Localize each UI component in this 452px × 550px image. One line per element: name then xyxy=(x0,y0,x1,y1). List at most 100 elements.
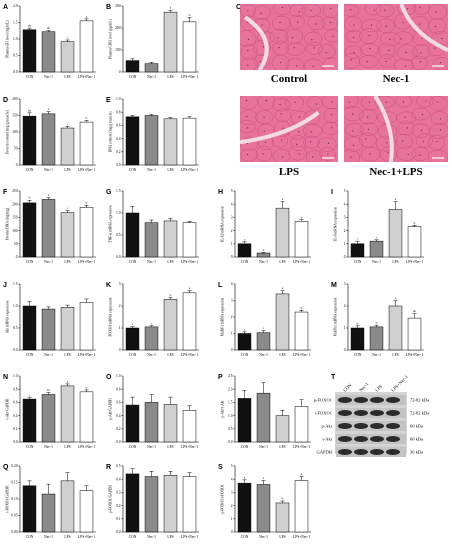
muscle-fibre xyxy=(429,96,448,111)
muscle-fibre xyxy=(288,145,307,161)
muscle-fibre xyxy=(288,14,305,29)
y-tick-label: 0.0 xyxy=(116,440,121,444)
muscle-fibre xyxy=(344,53,360,69)
muscle-fibre xyxy=(306,96,323,110)
micrograph-caption: Control xyxy=(271,73,307,85)
nucleus xyxy=(386,142,388,144)
significance-letter: b xyxy=(301,215,303,219)
nucleus xyxy=(369,47,371,50)
y-tick-label: 0.2 xyxy=(116,504,121,508)
chart-panel-k: K 0 1 2 3 FOXO1 mRNA expression c CON c Nec-1 b LPS… xyxy=(106,282,199,357)
muscle-fibre xyxy=(306,149,323,162)
nucleus xyxy=(310,141,312,143)
muscle-fibre xyxy=(379,54,396,68)
y-tick-label: 1.0 xyxy=(116,211,121,215)
nucleus xyxy=(407,7,409,10)
nucleus xyxy=(263,130,265,132)
nucleus xyxy=(280,139,283,141)
kda-label: 72-82 kDa xyxy=(410,398,429,403)
significance-letter: c xyxy=(67,35,69,39)
nucleus xyxy=(281,6,284,9)
bar-nec-1 xyxy=(369,326,384,351)
nucleus xyxy=(389,38,391,41)
y-tick-label: 0.0 xyxy=(116,255,121,259)
micrograph-caption: Nec-1 xyxy=(383,73,410,85)
chart-panel-h: H 0 1 2 3 4 5 IL-1β mRNA expression c CON d Nec-1 a L… xyxy=(218,189,311,264)
x-tick-label: LPS+Nec-1 xyxy=(78,75,95,79)
nucleus xyxy=(404,65,407,67)
y-tick-label: 2.0 xyxy=(13,4,18,8)
x-tick-label: LPS xyxy=(167,535,173,539)
x-tick-label: LPS xyxy=(64,75,70,79)
bar-nec-1 xyxy=(144,222,159,258)
nucleus xyxy=(384,9,386,11)
nucleus xyxy=(313,47,315,49)
y-tick-label: 1 xyxy=(119,326,121,330)
nucleus xyxy=(353,24,355,26)
chart-panel-g: G 0.0 0.5 1.0 1.5 TNF-α mRNA expression CON Nec… xyxy=(106,189,199,264)
muscle-fibre xyxy=(364,4,382,16)
bar-nec-1 xyxy=(41,113,56,166)
kda-label: 60 kDa xyxy=(410,424,423,429)
x-tick-label: Nec-1 xyxy=(44,535,53,539)
kda-label: 72-82 kDa xyxy=(410,411,429,416)
nucleus xyxy=(420,52,422,54)
y-tick-label: 3 xyxy=(119,282,121,286)
y-tick-label: 0.8 xyxy=(13,387,18,391)
nucleus xyxy=(247,10,249,12)
y-tick-label: 150 xyxy=(12,216,18,220)
muscle-fibre xyxy=(285,96,305,111)
nucleus xyxy=(245,99,248,102)
micrograph-caption: LPS xyxy=(279,166,299,178)
muscle-fibre xyxy=(411,107,430,121)
band xyxy=(354,449,368,455)
muscle-fibre xyxy=(240,44,258,60)
nucleus xyxy=(331,101,333,103)
x-tick-label: LPS xyxy=(64,535,70,539)
muscle-fibre xyxy=(253,5,271,20)
y-tick-label: 0.5 xyxy=(13,326,18,330)
nucleus xyxy=(247,38,250,41)
protein-label: t-Akt xyxy=(323,437,333,442)
x-tick-label: CON xyxy=(129,535,137,539)
significance-letter: b xyxy=(29,196,31,200)
x-tick-label: Nec-1 xyxy=(147,168,156,172)
kda-label: 36 kDa xyxy=(410,450,423,455)
y-tick-label: 1.5 xyxy=(228,401,233,405)
x-tick-label: LPS xyxy=(167,260,173,264)
bar-lps xyxy=(163,118,178,166)
protein-label: t-FOXO1 xyxy=(315,411,332,416)
x-tick-label: LPS+Nec-1 xyxy=(293,353,310,357)
bar-con xyxy=(125,60,140,73)
x-tick-label: CON xyxy=(129,353,137,357)
y-axis-label: MuRF1 mRNA expression xyxy=(221,298,225,337)
muscle-fibre xyxy=(374,96,395,109)
band xyxy=(386,397,400,403)
bar-lps xyxy=(388,209,403,258)
y-tick-label: 2 xyxy=(231,229,233,233)
y-tick-label: 2 xyxy=(344,229,346,233)
nucleus xyxy=(247,21,249,24)
muscle-fibre xyxy=(240,30,257,47)
nucleus xyxy=(279,61,282,64)
muscle-fibre xyxy=(269,28,289,45)
muscle-fibre xyxy=(394,58,414,70)
band xyxy=(386,423,400,429)
x-tick-label: CON xyxy=(129,260,137,264)
x-tick-label: LPS xyxy=(64,260,70,264)
bar-lps xyxy=(60,307,75,351)
bar-lps-nec-1 xyxy=(79,391,94,443)
muscle-fibre xyxy=(359,122,379,136)
y-axis-label: p-Akt/GAPDH xyxy=(109,398,113,420)
significance-letter: a xyxy=(170,6,172,10)
muscle-fibre xyxy=(358,132,377,148)
muscle-fibre xyxy=(319,147,336,161)
bar-nec-1 xyxy=(41,31,56,73)
nucleus xyxy=(296,21,299,23)
bar-nec-1 xyxy=(144,115,159,166)
y-tick-label: 1 xyxy=(231,517,233,521)
x-tick-label: LPS xyxy=(279,260,285,264)
y-tick-label: 0 xyxy=(119,348,121,352)
y-tick-label: 0 xyxy=(344,348,346,352)
muscle-fibre xyxy=(428,4,447,20)
